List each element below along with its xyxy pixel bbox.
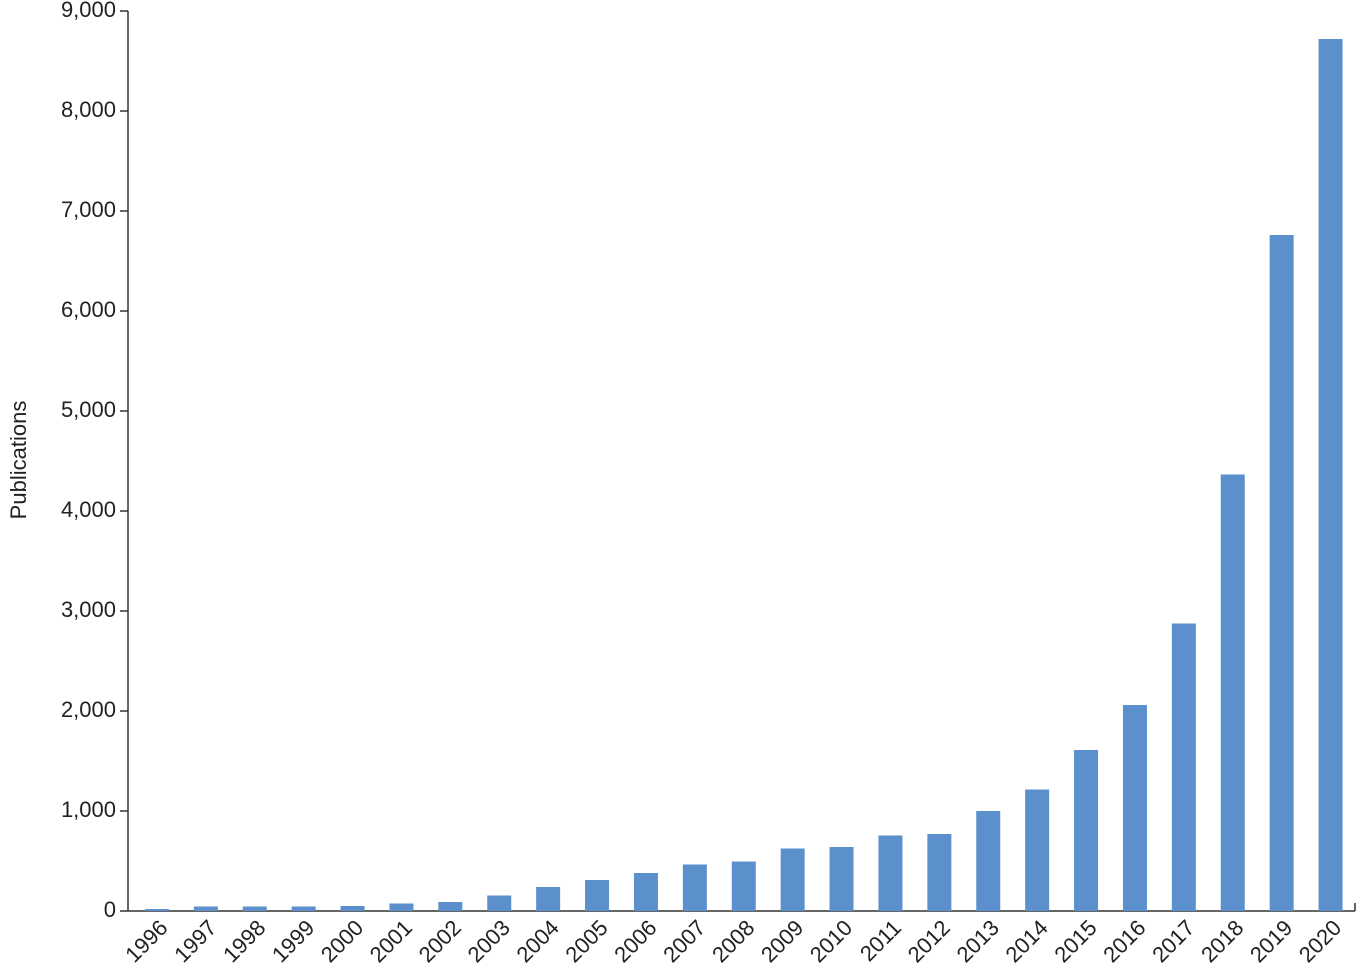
x-tick-label: 2020	[1294, 915, 1346, 967]
x-tick-label: 2011	[855, 915, 906, 966]
y-tick-label: 7,000	[61, 197, 116, 222]
x-tick-label: 2019	[1245, 915, 1297, 967]
y-tick-label: 0	[104, 897, 116, 922]
bar	[682, 864, 707, 911]
bar	[1025, 789, 1050, 911]
x-tick-label: 2000	[316, 915, 368, 967]
y-tick-label: 9,000	[61, 0, 116, 22]
bar	[536, 887, 561, 911]
bar	[633, 873, 658, 911]
bar	[340, 906, 365, 911]
x-tick-label: 1996	[120, 915, 172, 967]
x-tick-label: 2003	[463, 915, 515, 967]
bar	[1220, 474, 1245, 911]
x-tick-label: 2004	[512, 915, 564, 967]
x-tick-label: 1997	[169, 915, 221, 967]
bar	[193, 906, 218, 911]
bar	[1122, 705, 1147, 911]
x-tick-label: 2009	[756, 915, 808, 967]
bar	[438, 902, 463, 911]
x-tick-label: 2010	[805, 915, 857, 967]
bar	[731, 861, 756, 911]
y-tick-label: 6,000	[61, 297, 116, 322]
y-tick-label: 8,000	[61, 97, 116, 122]
x-tick-label: 2014	[1001, 915, 1053, 967]
bar	[1171, 623, 1196, 911]
bar	[291, 906, 316, 911]
bar	[1074, 750, 1099, 911]
x-tick-label: 2018	[1196, 915, 1248, 967]
y-tick-label: 3,000	[61, 597, 116, 622]
x-tick-label: 2007	[658, 915, 710, 967]
bar	[389, 903, 414, 911]
y-tick-label: 2,000	[61, 697, 116, 722]
x-tick-label: 2001	[365, 915, 417, 967]
x-tick-label: 2008	[707, 915, 759, 967]
bar	[780, 848, 805, 911]
bar	[1318, 39, 1343, 911]
y-tick-label: 1,000	[61, 797, 116, 822]
x-tick-label: 2016	[1098, 915, 1150, 967]
bar	[829, 847, 854, 911]
x-tick-label: 2002	[414, 915, 466, 967]
y-tick-label: 5,000	[61, 397, 116, 422]
x-tick-label: 2006	[609, 915, 661, 967]
x-tick-label: 1998	[218, 915, 270, 967]
bar	[487, 895, 512, 911]
y-tick-label: 4,000	[61, 497, 116, 522]
bar	[927, 834, 952, 911]
x-tick-label: 1999	[267, 915, 319, 967]
x-tick-label: 2005	[560, 915, 612, 967]
bar	[144, 909, 169, 911]
x-tick-label: 2017	[1147, 915, 1199, 967]
bar	[976, 811, 1001, 911]
y-axis-label: Publications	[6, 401, 31, 520]
bar	[878, 835, 903, 911]
x-tick-label: 2012	[903, 915, 955, 967]
x-tick-label: 2015	[1049, 915, 1101, 967]
bar	[1269, 235, 1294, 911]
bar	[242, 906, 267, 911]
x-tick-label: 2013	[952, 915, 1004, 967]
bar	[585, 880, 610, 911]
